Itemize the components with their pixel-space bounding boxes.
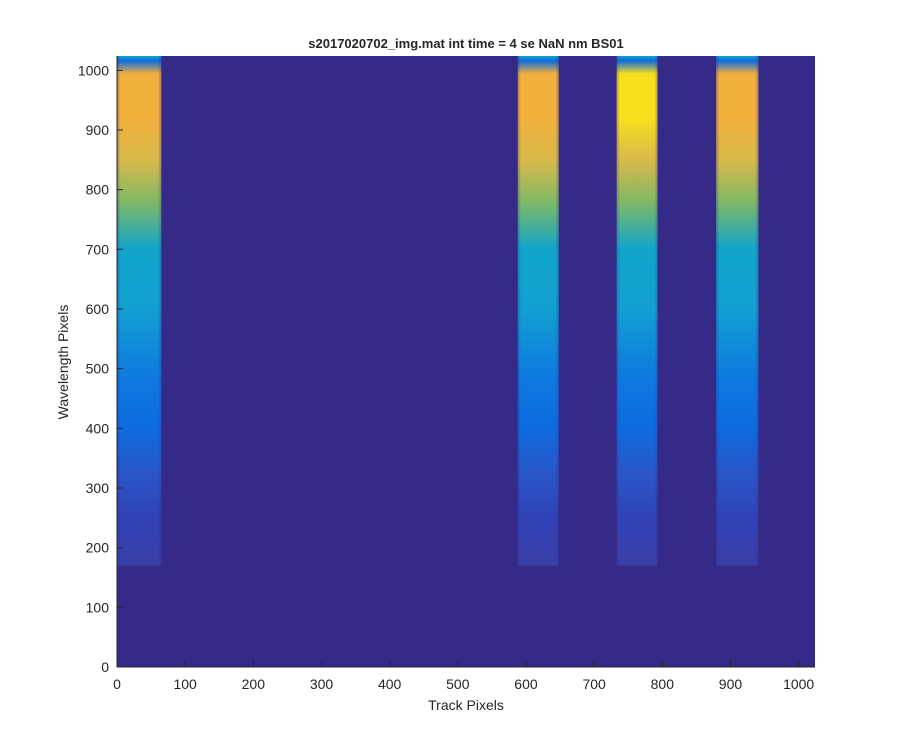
y-tick-label: 200 bbox=[86, 540, 110, 556]
x-tick-label: 100 bbox=[173, 676, 197, 692]
signal-band-edge bbox=[616, 56, 658, 566]
axes: 0 100 200 300 400 500 600 700 800 900 1000 0 100 200 3… bbox=[78, 56, 815, 692]
plot-area bbox=[117, 56, 815, 667]
signal-band-edge bbox=[517, 56, 559, 566]
y-tick-label: 600 bbox=[86, 301, 110, 317]
heatmap-background bbox=[117, 56, 815, 667]
y-tick-label: 900 bbox=[86, 122, 110, 138]
x-tick-label: 1000 bbox=[783, 676, 814, 692]
x-tick-label: 500 bbox=[446, 676, 470, 692]
y-tick-label: 800 bbox=[86, 182, 110, 198]
x-axis-label: Track Pixels bbox=[428, 697, 504, 713]
y-tick-label: 500 bbox=[86, 361, 110, 377]
y-tick-label: 700 bbox=[86, 241, 110, 257]
y-axis-label: Wavelength Pixels bbox=[55, 305, 71, 420]
chart-title: s2017020702_img.mat int time = 4 se NaN … bbox=[308, 36, 623, 51]
y-tick-label: 100 bbox=[86, 599, 110, 615]
x-tick-label: 700 bbox=[582, 676, 606, 692]
y-tick-label: 400 bbox=[86, 420, 110, 436]
x-tick-label: 0 bbox=[113, 676, 121, 692]
signal-band-edge bbox=[117, 56, 162, 566]
x-tick-label: 900 bbox=[719, 676, 743, 692]
x-tick-label: 300 bbox=[310, 676, 334, 692]
x-tick-label: 200 bbox=[242, 676, 266, 692]
x-tick-label: 600 bbox=[514, 676, 538, 692]
y-tick-label: 0 bbox=[101, 659, 109, 675]
signal-band-edge bbox=[716, 56, 759, 566]
x-tick-label: 400 bbox=[378, 676, 402, 692]
x-tick-label: 800 bbox=[651, 676, 675, 692]
y-tick-label: 300 bbox=[86, 480, 110, 496]
y-tick-label: 1000 bbox=[78, 62, 109, 78]
